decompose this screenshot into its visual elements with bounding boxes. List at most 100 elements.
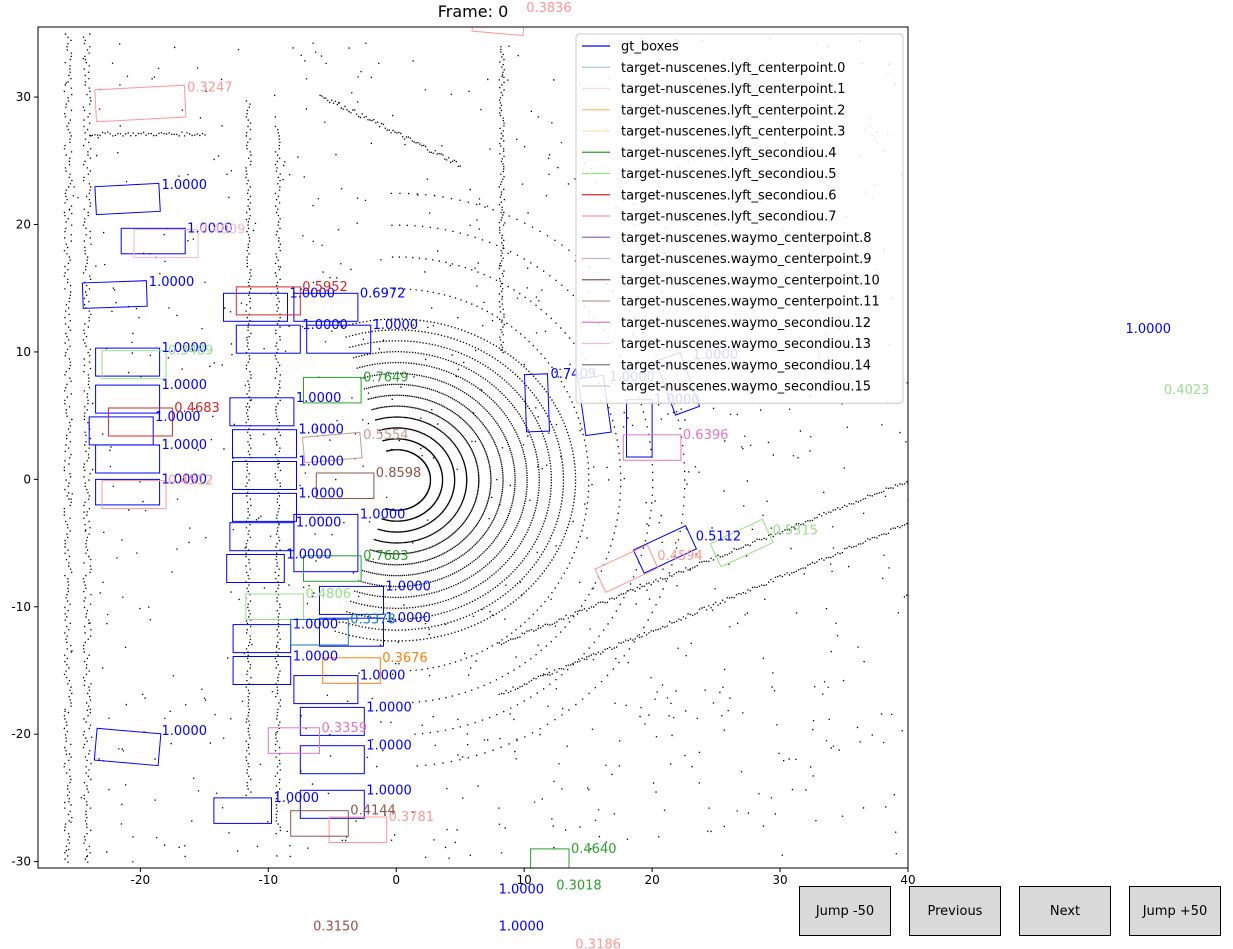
box-score-label: 0.6972	[360, 286, 406, 301]
bounding-box	[267, 727, 320, 754]
bounding-box	[133, 229, 199, 259]
bounding-box	[322, 657, 381, 684]
box-score-label: 0.3247	[187, 81, 233, 96]
box-score-label: 1.0000	[298, 486, 344, 501]
box-score-label: 1.0000	[162, 341, 208, 356]
box-17	[226, 554, 285, 583]
x-tick-label: 40	[900, 873, 915, 887]
box-34	[94, 84, 187, 123]
y-tick-label: -30	[11, 855, 31, 869]
box-score-label: 1.0000	[373, 318, 419, 333]
box-22	[232, 656, 292, 685]
box-11	[306, 324, 372, 354]
box-score-label: 1.0000	[162, 438, 208, 453]
box-10	[293, 292, 359, 322]
score-label: 1.0000	[499, 883, 544, 898]
score-label: 1.0000	[1126, 322, 1172, 337]
box-score-label: 0.4512	[168, 474, 214, 489]
box-52	[594, 544, 659, 593]
box-41	[301, 431, 363, 464]
bounding-box	[232, 492, 297, 522]
bounding-box	[213, 797, 272, 824]
box-score-label: 1.0000	[155, 410, 201, 425]
bounding-box	[315, 472, 375, 499]
legend-label: target-nuscenes.lyft_secondiou.5	[621, 167, 837, 182]
legend-label: target-nuscenes.waymo_secondiou.13	[621, 337, 871, 352]
box-score-label: 1.0000	[385, 611, 431, 626]
box-score-label: 1.0000	[162, 472, 208, 487]
bounding-box	[293, 675, 359, 705]
x-tick-label: 30	[772, 873, 787, 887]
box-45	[322, 657, 381, 684]
box-13	[232, 429, 297, 459]
box-36	[133, 229, 199, 259]
y-tick-label: 30	[16, 90, 31, 104]
box-score-label: 1.0000	[293, 650, 339, 665]
legend-label: target-nuscenes.lyft_centerpoint.1	[621, 82, 845, 97]
box-4	[95, 384, 161, 414]
box-6	[95, 444, 161, 474]
y-tick-label: -10	[11, 600, 31, 614]
frame-title: Frame: 0	[437, 2, 509, 21]
box-score-label: 1.0000	[187, 221, 233, 236]
jump-back-50-button[interactable]: Jump -50	[799, 886, 891, 936]
box-score-label: 1.0000	[298, 455, 344, 470]
bounding-box	[101, 480, 167, 510]
box-3	[95, 347, 161, 377]
bounding-box	[293, 292, 359, 322]
box-47	[290, 810, 349, 837]
box-score-label: 1.0000	[360, 507, 406, 522]
bounding-box	[622, 434, 682, 461]
previous-button[interactable]: Previous	[909, 886, 1001, 936]
box-score-label: 0.3836	[526, 1, 572, 16]
box-24	[299, 706, 365, 736]
box-score-label: 0.5952	[302, 280, 348, 295]
box-score-label: 1.0000	[366, 783, 412, 798]
x-tick-label: -20	[131, 873, 151, 887]
box-score-label: 0.6396	[683, 428, 729, 443]
legend-label: gt_boxes	[621, 40, 679, 55]
legend-label: target-nuscenes.waymo_secondiou.15	[621, 380, 871, 395]
box-score-label: 0.5554	[363, 428, 409, 443]
legend-label: target-nuscenes.lyft_secondiou.6	[621, 188, 837, 203]
box-49	[303, 555, 362, 582]
legend-label: target-nuscenes.lyft_secondiou.4	[621, 146, 837, 161]
y-tick-label: -20	[11, 727, 31, 741]
bounding-box	[120, 227, 186, 255]
box-1	[120, 227, 186, 255]
y-tick-label: 0	[23, 472, 31, 486]
box-0	[94, 182, 161, 216]
bounding-box	[94, 84, 187, 123]
box-33	[632, 525, 698, 574]
x-tick-label: 20	[644, 873, 659, 887]
legend-label: target-nuscenes.waymo_centerpoint.11	[621, 295, 880, 310]
bounding-box	[226, 554, 285, 583]
box-20	[319, 617, 384, 647]
jump-forward-50-button[interactable]: Jump +50	[1129, 886, 1221, 936]
x-tick-label: 10	[517, 873, 532, 887]
bounding-box	[306, 324, 372, 354]
box-score-label: 1.0000	[296, 391, 342, 406]
box-score-label: 1.0000	[162, 724, 208, 739]
bounding-box	[235, 324, 301, 354]
legend-label: target-nuscenes.lyft_secondiou.7	[621, 210, 837, 225]
box-score-label: 0.4640	[571, 842, 617, 857]
x-tick-label: 0	[392, 873, 400, 887]
bounding-box	[95, 478, 161, 506]
bounding-box	[471, 27, 526, 37]
box-29	[523, 373, 551, 433]
box-score-label: 1.0000	[162, 178, 208, 193]
bounding-box	[81, 280, 148, 309]
y-tick-label: 20	[16, 218, 31, 232]
box-25	[299, 745, 365, 775]
plot-content	[63, 27, 908, 868]
bounding-box	[299, 706, 365, 736]
box-score-label: 1.0000	[293, 618, 339, 633]
next-button[interactable]: Next	[1019, 886, 1111, 936]
box-27	[213, 797, 272, 824]
legend-label: target-nuscenes.waymo_secondiou.14	[621, 358, 871, 373]
x-tick-label: -10	[258, 873, 278, 887]
box-score-label: 0.4009	[200, 223, 246, 238]
box-35	[709, 518, 774, 568]
